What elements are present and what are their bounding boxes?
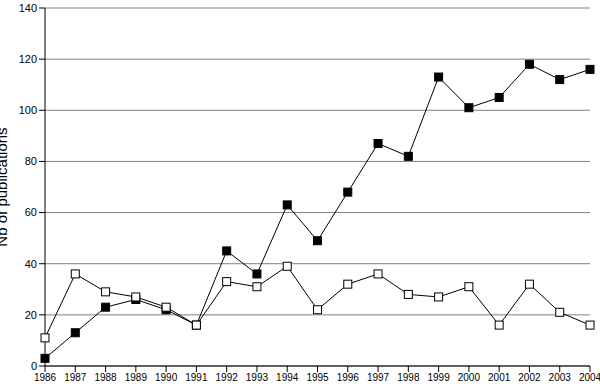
svg-text:Nb of publications: Nb of publications <box>8 127 10 246</box>
svg-text:40: 40 <box>25 258 37 270</box>
svg-text:20: 20 <box>25 309 37 321</box>
svg-text:1992: 1992 <box>216 372 239 383</box>
svg-text:1988: 1988 <box>94 372 117 383</box>
svg-text:1994: 1994 <box>276 372 299 383</box>
svg-text:1995: 1995 <box>306 372 329 383</box>
svg-text:1997: 1997 <box>367 372 390 383</box>
svg-text:2000: 2000 <box>458 372 481 383</box>
svg-text:1996: 1996 <box>337 372 360 383</box>
svg-text:80: 80 <box>25 155 37 167</box>
svg-text:1993: 1993 <box>246 372 269 383</box>
svg-text:1989: 1989 <box>125 372 148 383</box>
svg-text:1990: 1990 <box>155 372 178 383</box>
svg-text:140: 140 <box>19 2 37 14</box>
svg-text:100: 100 <box>19 104 37 116</box>
svg-text:1991: 1991 <box>185 372 208 383</box>
svg-text:1999: 1999 <box>427 372 450 383</box>
svg-text:2004: 2004 <box>579 372 592 383</box>
svg-text:0: 0 <box>31 360 37 372</box>
svg-text:60: 60 <box>25 206 37 218</box>
svg-text:2003: 2003 <box>549 372 572 383</box>
svg-text:1986: 1986 <box>34 372 57 383</box>
svg-text:120: 120 <box>19 53 37 65</box>
svg-text:1987: 1987 <box>64 372 87 383</box>
svg-text:1998: 1998 <box>397 372 420 383</box>
svg-text:2001: 2001 <box>488 372 511 383</box>
svg-text:2002: 2002 <box>518 372 541 383</box>
